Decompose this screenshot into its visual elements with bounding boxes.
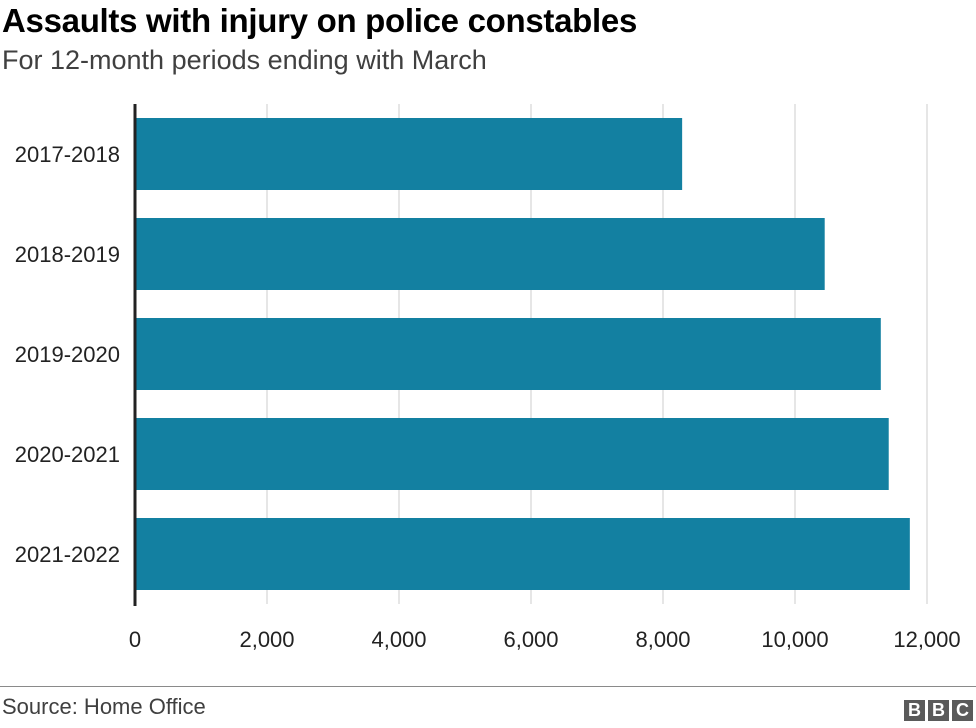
x-tick-label: 4,000: [371, 627, 426, 652]
bar: [135, 518, 910, 590]
bar: [135, 218, 825, 290]
category-label: 2017-2018: [15, 142, 120, 167]
x-tick-label: 8,000: [635, 627, 690, 652]
bbc-logo: B B C: [904, 700, 973, 721]
chart-subtitle: For 12-month periods ending with March: [2, 45, 487, 75]
bar: [135, 118, 683, 190]
chart-title: Assaults with injury on police constable…: [2, 2, 638, 39]
bar: [135, 318, 881, 390]
footer-divider: [0, 686, 976, 687]
x-tick-label: 10,000: [761, 627, 828, 652]
category-label: 2018-2019: [15, 242, 120, 267]
source-note: Source: Home Office: [2, 694, 206, 719]
category-label: 2020-2021: [15, 442, 120, 467]
bar: [135, 418, 889, 490]
logo-letter: B: [904, 700, 925, 721]
category-label: 2019-2020: [15, 342, 120, 367]
logo-letter: B: [928, 700, 949, 721]
x-tick-label: 6,000: [503, 627, 558, 652]
x-tick-label: 12,000: [893, 627, 960, 652]
logo-letter: C: [952, 700, 973, 721]
bar-chart: 2017-2018 2018-2019 2019-2020 2020-2021 2021…: [15, 104, 961, 652]
x-tick-label: 0: [129, 627, 141, 652]
category-label: 2021-2022: [15, 542, 120, 567]
x-tick-label: 2,000: [239, 627, 294, 652]
